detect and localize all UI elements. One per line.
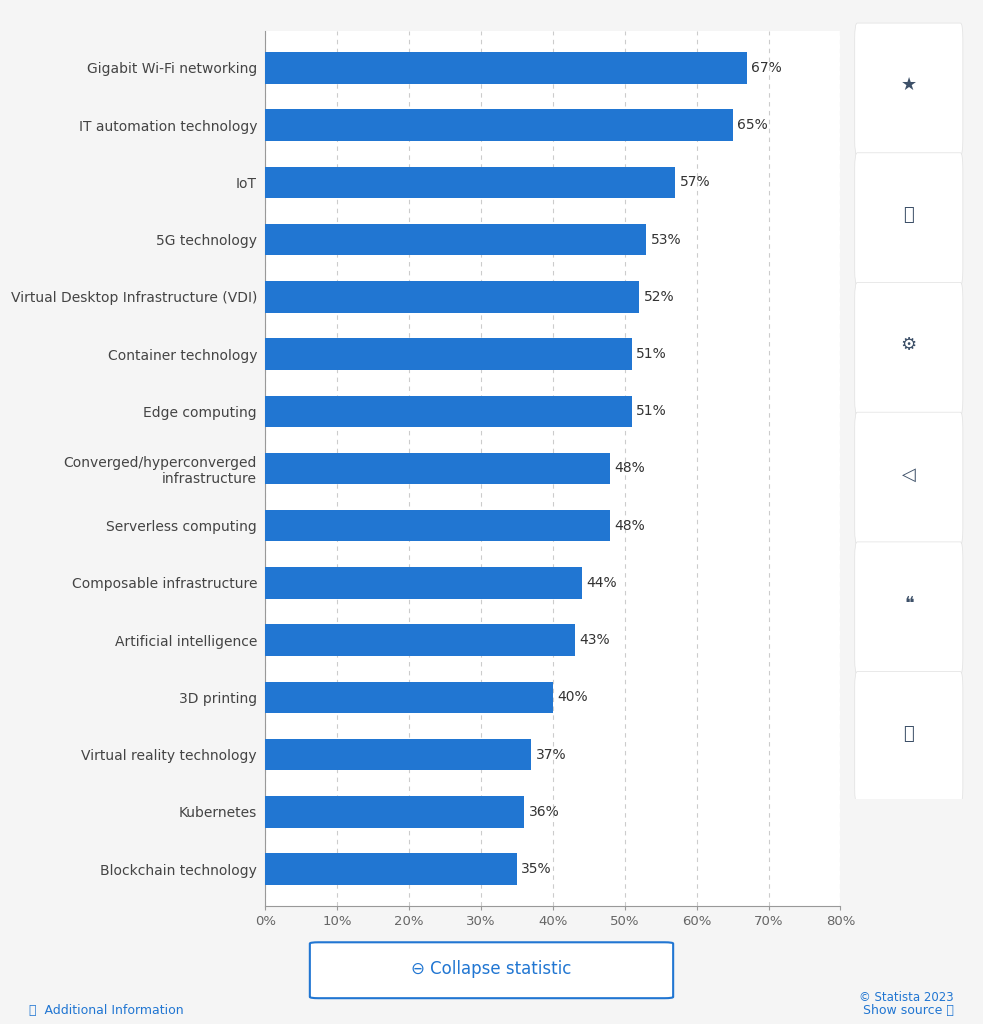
FancyBboxPatch shape [854,672,963,804]
Bar [265,395,632,427]
Text: 51%: 51% [636,347,667,361]
Text: ⚙: ⚙ [900,336,917,353]
Text: ★: ★ [900,77,917,94]
Bar [265,110,732,141]
Bar [265,52,747,84]
Bar [265,338,632,370]
Text: 53%: 53% [651,232,681,247]
FancyBboxPatch shape [854,24,963,156]
Bar [265,281,639,312]
Text: ❝: ❝ [904,595,913,613]
Bar [265,796,524,827]
Bar [265,453,610,484]
Bar [265,682,552,713]
Text: 48%: 48% [614,519,646,532]
Text: 51%: 51% [636,404,667,418]
Bar [265,625,574,656]
Bar [265,567,582,599]
Text: 44%: 44% [586,575,616,590]
FancyBboxPatch shape [854,413,963,545]
Text: 🖨: 🖨 [903,725,914,742]
Bar [265,510,610,542]
Text: 40%: 40% [557,690,588,705]
Text: 65%: 65% [737,118,768,132]
Text: 52%: 52% [644,290,674,304]
Bar [265,739,532,770]
Text: ⓘ  Additional Information: ⓘ Additional Information [29,1004,184,1017]
Text: 37%: 37% [536,748,566,762]
Text: Show source ⓘ: Show source ⓘ [863,1004,954,1017]
Bar [265,167,675,198]
Bar [265,853,517,885]
FancyBboxPatch shape [854,283,963,415]
Text: 67%: 67% [751,60,782,75]
FancyBboxPatch shape [854,153,963,285]
Bar [265,224,647,255]
FancyBboxPatch shape [310,942,673,998]
Text: ◁: ◁ [901,466,916,483]
Text: 🔔: 🔔 [903,206,914,224]
Text: 36%: 36% [529,805,559,819]
Text: 57%: 57% [679,175,710,189]
Text: © Statista 2023: © Statista 2023 [859,990,954,1004]
Text: 43%: 43% [579,633,609,647]
X-axis label: Share of respondents: Share of respondents [475,939,631,954]
Text: ⊖ Collapse statistic: ⊖ Collapse statistic [411,959,572,978]
Text: 35%: 35% [521,862,551,877]
FancyBboxPatch shape [854,542,963,674]
Text: 48%: 48% [614,462,646,475]
